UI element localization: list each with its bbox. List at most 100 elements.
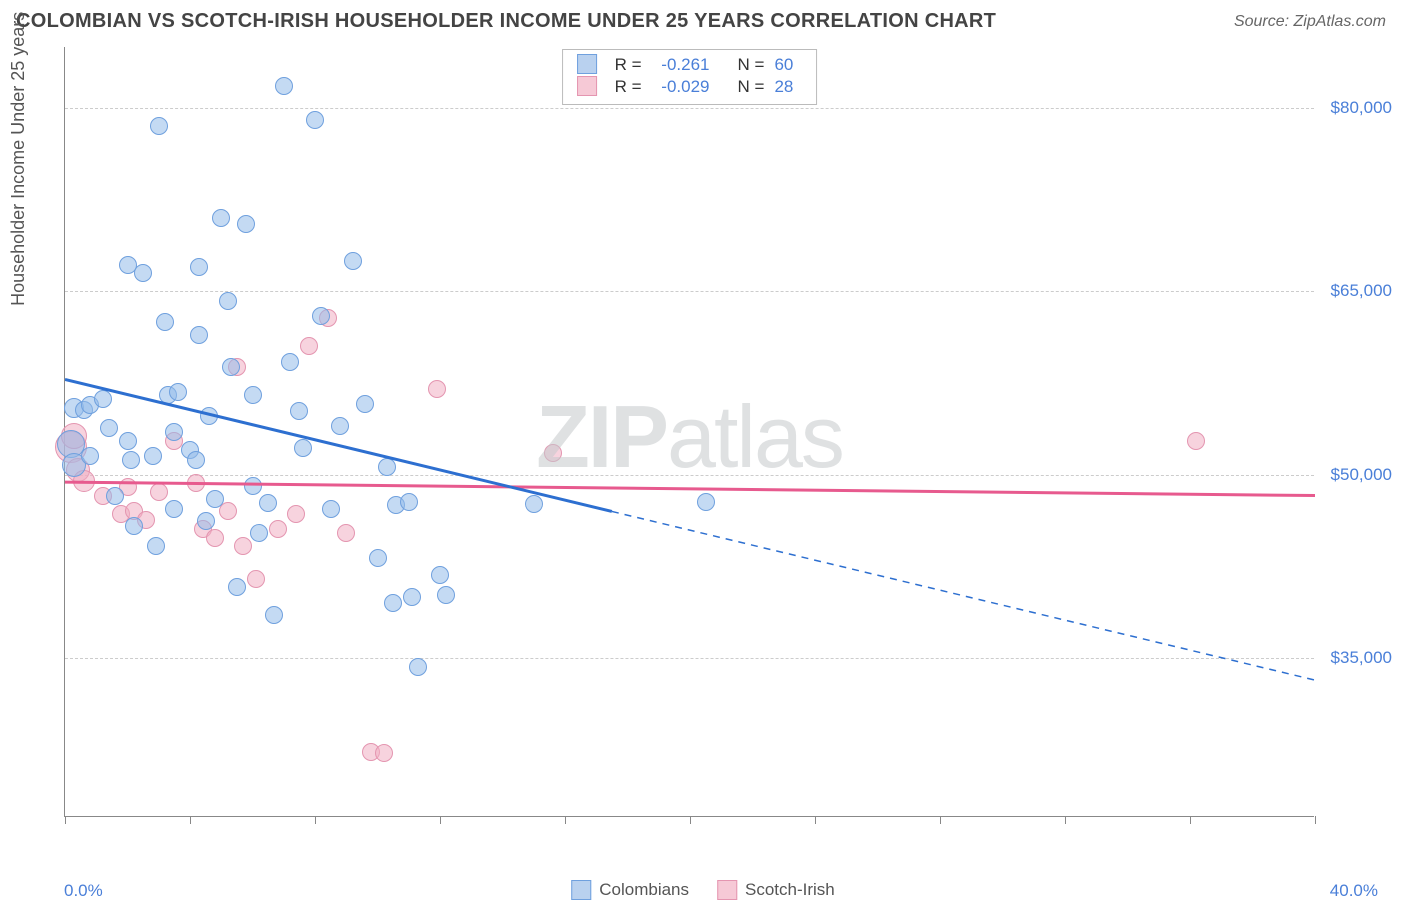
watermark: ZIPatlas (536, 386, 843, 488)
colombians-point (144, 447, 162, 465)
y-tick-label: $50,000 (1322, 465, 1392, 485)
gridline-h (65, 108, 1314, 109)
scotch-irish-point (269, 520, 287, 538)
plot-region: ZIPatlas R =-0.261N =60R =-0.029N =28 $3… (64, 47, 1314, 817)
colombians-point (294, 439, 312, 457)
colombians-point (369, 549, 387, 567)
y-axis-label: Householder Income Under 25 years (8, 12, 29, 306)
legend-row: R =-0.029N =28 (577, 76, 803, 98)
colombians-point (697, 493, 715, 511)
scotch-irish-point (428, 380, 446, 398)
x-axis-max-label: 40.0% (1330, 881, 1378, 901)
colombians-point (356, 395, 374, 413)
colombians-point (525, 495, 543, 513)
y-tick-label: $80,000 (1322, 98, 1392, 118)
colombians-point (200, 407, 218, 425)
scotch-irish-point (287, 505, 305, 523)
colombians-point (219, 292, 237, 310)
colombians-point (81, 447, 99, 465)
colombians-point (403, 588, 421, 606)
colombians-point (437, 586, 455, 604)
colombians-point (312, 307, 330, 325)
colombians-point (275, 77, 293, 95)
x-tick (690, 816, 691, 824)
colombians-point (431, 566, 449, 584)
colombians-point (169, 383, 187, 401)
scotch-irish-point (544, 444, 562, 462)
correlation-legend: R =-0.261N =60R =-0.029N =28 (562, 49, 818, 105)
gridline-h (65, 658, 1314, 659)
colombians-point (165, 500, 183, 518)
chart-source: Source: ZipAtlas.com (1234, 13, 1386, 31)
y-tick-label: $35,000 (1322, 648, 1392, 668)
x-tick (315, 816, 316, 824)
colombians-point (94, 390, 112, 408)
x-tick (1190, 816, 1191, 824)
colombians-point (125, 517, 143, 535)
x-axis-min-label: 0.0% (64, 881, 103, 901)
colombians-point (322, 500, 340, 518)
colombians-point (244, 477, 262, 495)
x-tick (940, 816, 941, 824)
scotch-irish-point (150, 483, 168, 501)
scotch-irish-point (337, 524, 355, 542)
scotch-irish-point (206, 529, 224, 547)
colombians-point (290, 402, 308, 420)
legend-swatch (717, 880, 737, 900)
x-tick (65, 816, 66, 824)
scotch-irish-point (300, 337, 318, 355)
colombians-point (384, 594, 402, 612)
chart-title: COLOMBIAN VS SCOTCH-IRISH HOUSEHOLDER IN… (16, 10, 996, 33)
colombians-point (106, 487, 124, 505)
scotch-irish-point (187, 474, 205, 492)
chart-header: COLOMBIAN VS SCOTCH-IRISH HOUSEHOLDER IN… (0, 0, 1406, 39)
colombians-point (244, 386, 262, 404)
colombians-point (222, 358, 240, 376)
scotch-irish-point (1187, 432, 1205, 450)
x-tick (815, 816, 816, 824)
colombians-point (165, 423, 183, 441)
gridline-h (65, 475, 1314, 476)
colombians-point (228, 578, 246, 596)
colombians-point (187, 451, 205, 469)
gridline-h (65, 291, 1314, 292)
chart-area: Householder Income Under 25 years ZIPatl… (16, 43, 1390, 863)
legend-swatch (571, 880, 591, 900)
scotch-irish-point (247, 570, 265, 588)
x-tick (440, 816, 441, 824)
colombians-point (197, 512, 215, 530)
colombians-point (150, 117, 168, 135)
colombians-point (409, 658, 427, 676)
x-tick (190, 816, 191, 824)
colombians-point (400, 493, 418, 511)
colombians-point (100, 419, 118, 437)
y-tick-label: $65,000 (1322, 281, 1392, 301)
colombians-point (190, 326, 208, 344)
colombians-point (122, 451, 140, 469)
colombians-point (306, 111, 324, 129)
legend-swatch (577, 54, 597, 74)
colombians-point (156, 313, 174, 331)
colombians-point (265, 606, 283, 624)
colombians-point (212, 209, 230, 227)
series-legend: Colombians Scotch-Irish (571, 880, 835, 901)
legend-swatch (577, 76, 597, 96)
x-tick (565, 816, 566, 824)
colombians-point (344, 252, 362, 270)
x-tick (1315, 816, 1316, 824)
x-tick (1065, 816, 1066, 824)
colombians-point (250, 524, 268, 542)
colombians-point (378, 458, 396, 476)
legend-item: Scotch-Irish (717, 880, 835, 901)
scotch-irish-point (375, 744, 393, 762)
colombians-point (134, 264, 152, 282)
colombians-point (147, 537, 165, 555)
colombians-point (119, 432, 137, 450)
colombians-point (259, 494, 277, 512)
legend-item: Colombians (571, 880, 689, 901)
colombians-point (190, 258, 208, 276)
scotch-irish-point (234, 537, 252, 555)
legend-row: R =-0.261N =60 (577, 54, 803, 76)
colombians-point (331, 417, 349, 435)
colombians-point (237, 215, 255, 233)
